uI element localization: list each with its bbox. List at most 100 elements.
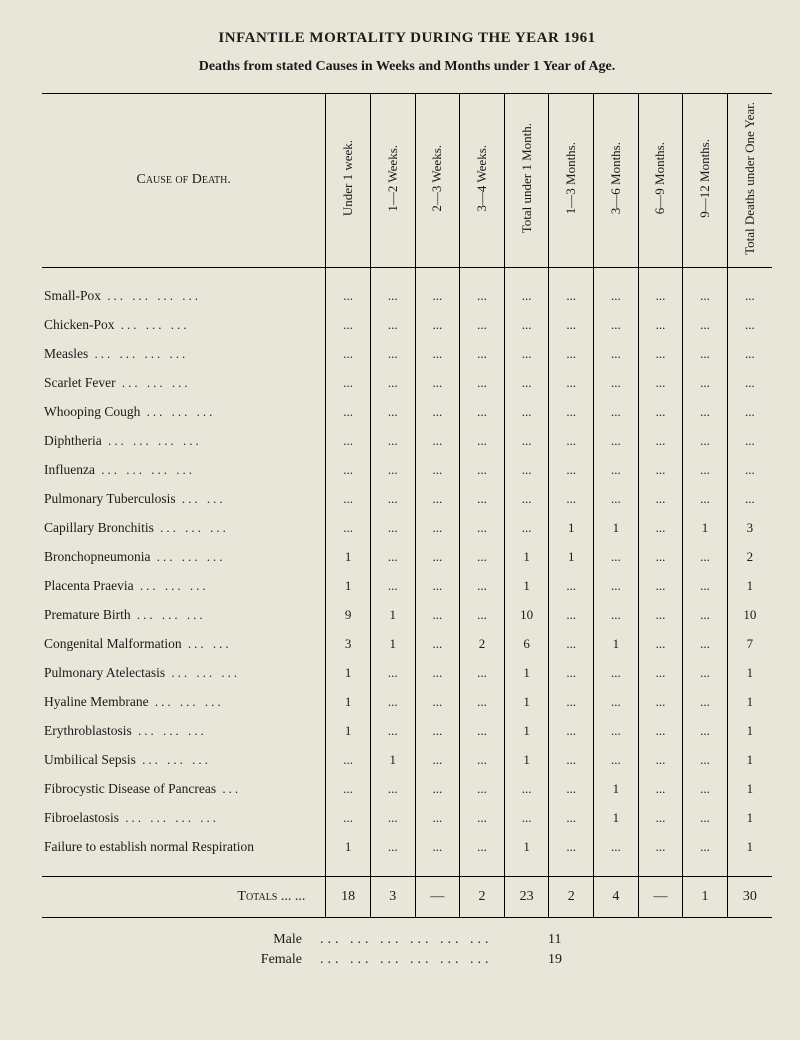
totals-val-8: 1	[683, 876, 728, 917]
leader-dots: ... ... ...	[149, 694, 224, 709]
table-row: Influenza ... ... ... ..................…	[42, 456, 772, 485]
data-cell: ...	[415, 514, 460, 543]
data-cell: ...	[370, 340, 415, 369]
cause-label: Scarlet Fever	[44, 375, 116, 391]
summary-dots: ... ... ... ... ... ...	[320, 932, 530, 948]
data-cell: ...	[683, 688, 728, 717]
cause-cell: Erythroblastosis ... ... ...	[42, 717, 326, 746]
data-cell: 1	[370, 630, 415, 659]
data-cell: ...	[727, 282, 772, 311]
cause-cell: Pulmonary Atelectasis ... ... ...	[42, 659, 326, 688]
data-cell: ...	[727, 485, 772, 514]
leader-dots: ... ... ...	[150, 549, 225, 564]
data-cell: 1	[549, 543, 594, 572]
data-cell: 1	[504, 717, 549, 746]
data-cell: ...	[415, 688, 460, 717]
data-cell: ...	[683, 485, 728, 514]
totals-val-3: 2	[460, 876, 505, 917]
data-cell: ...	[504, 369, 549, 398]
data-cell: ...	[638, 804, 683, 833]
summary-dots: ... ... ... ... ... ...	[320, 952, 530, 968]
data-cell: ...	[370, 804, 415, 833]
data-cell: ...	[326, 427, 371, 456]
table-row: Small-Pox ... ... ... ..................…	[42, 282, 772, 311]
data-cell: ...	[549, 572, 594, 601]
data-cell: ...	[326, 369, 371, 398]
data-cell: ...	[326, 804, 371, 833]
data-cell: ...	[594, 572, 639, 601]
data-cell: ...	[638, 775, 683, 804]
data-cell: ...	[594, 311, 639, 340]
data-cell: 1	[326, 543, 371, 572]
data-cell: ...	[683, 630, 728, 659]
cause-cell: Placenta Praevia ... ... ...	[42, 572, 326, 601]
table-row: Premature Birth ... ... ...91......10...…	[42, 601, 772, 630]
summary-female-row: Female ... ... ... ... ... ... 19	[242, 952, 772, 968]
data-cell: ...	[638, 369, 683, 398]
data-cell: ...	[415, 630, 460, 659]
data-cell: ...	[415, 659, 460, 688]
data-cell: ...	[460, 746, 505, 775]
data-cell: ...	[504, 775, 549, 804]
data-cell: ...	[549, 775, 594, 804]
data-cell: 1	[326, 572, 371, 601]
data-cell: 1	[504, 572, 549, 601]
data-cell: ...	[504, 456, 549, 485]
leader-dots: ... ... ...	[136, 752, 211, 767]
data-cell: 1	[594, 775, 639, 804]
totals-val-0: 18	[326, 876, 371, 917]
data-cell: ...	[504, 398, 549, 427]
data-cell: 9	[326, 601, 371, 630]
leader-dots: ... ... ... ...	[88, 346, 188, 361]
data-cell: ...	[549, 688, 594, 717]
data-cell: ...	[370, 833, 415, 862]
spacer-row	[42, 267, 772, 282]
data-cell: ...	[415, 775, 460, 804]
summary-male-row: Male ... ... ... ... ... ... 11	[242, 932, 772, 948]
table-header-row: Cause of Death. Under 1 week. 1—2 Weeks.…	[42, 94, 772, 268]
cause-label: Hyaline Membrane	[44, 694, 149, 710]
summary-male-label: Male	[242, 932, 302, 948]
leader-dots: ... ...	[182, 636, 232, 651]
cause-label: Congenital Malformation	[44, 636, 182, 652]
leader-dots: ... ... ... ...	[101, 288, 201, 303]
data-cell: 1	[370, 601, 415, 630]
data-cell: ...	[549, 746, 594, 775]
data-cell: ...	[549, 369, 594, 398]
data-cell: ...	[549, 485, 594, 514]
data-cell: ...	[638, 485, 683, 514]
header-col-9: Total Deaths under One Year.	[727, 94, 772, 268]
data-cell: ...	[370, 485, 415, 514]
data-cell: ...	[415, 833, 460, 862]
data-cell: ...	[460, 688, 505, 717]
cause-label: Umbilical Sepsis	[44, 752, 136, 768]
data-cell: ...	[727, 340, 772, 369]
table-row: Placenta Praevia ... ... ...1.........1.…	[42, 572, 772, 601]
data-cell: ...	[415, 572, 460, 601]
data-cell: 1	[683, 514, 728, 543]
table-row: Whooping Cough ... ... .................…	[42, 398, 772, 427]
data-cell: ...	[460, 340, 505, 369]
data-cell: ...	[683, 804, 728, 833]
page-subtitle: Deaths from stated Causes in Weeks and M…	[42, 59, 772, 75]
table-row: Scarlet Fever ... ... ..................…	[42, 369, 772, 398]
data-cell: ...	[683, 717, 728, 746]
data-cell: ...	[638, 543, 683, 572]
data-cell: ...	[638, 630, 683, 659]
data-cell: ...	[504, 804, 549, 833]
data-cell: ...	[370, 543, 415, 572]
data-cell: ...	[638, 427, 683, 456]
table-row: Hyaline Membrane ... ... ...1.........1.…	[42, 688, 772, 717]
data-cell: ...	[683, 282, 728, 311]
data-cell: 1	[727, 572, 772, 601]
data-cell: ...	[594, 369, 639, 398]
data-cell: ...	[594, 601, 639, 630]
data-cell: ...	[326, 485, 371, 514]
data-cell: ...	[549, 282, 594, 311]
cause-cell: Failure to establish normal Respiration	[42, 833, 326, 862]
cause-label: Influenza	[44, 462, 95, 478]
cause-label: Placenta Praevia	[44, 578, 134, 594]
data-cell: ...	[638, 746, 683, 775]
data-cell: ...	[683, 398, 728, 427]
data-cell: ...	[727, 456, 772, 485]
